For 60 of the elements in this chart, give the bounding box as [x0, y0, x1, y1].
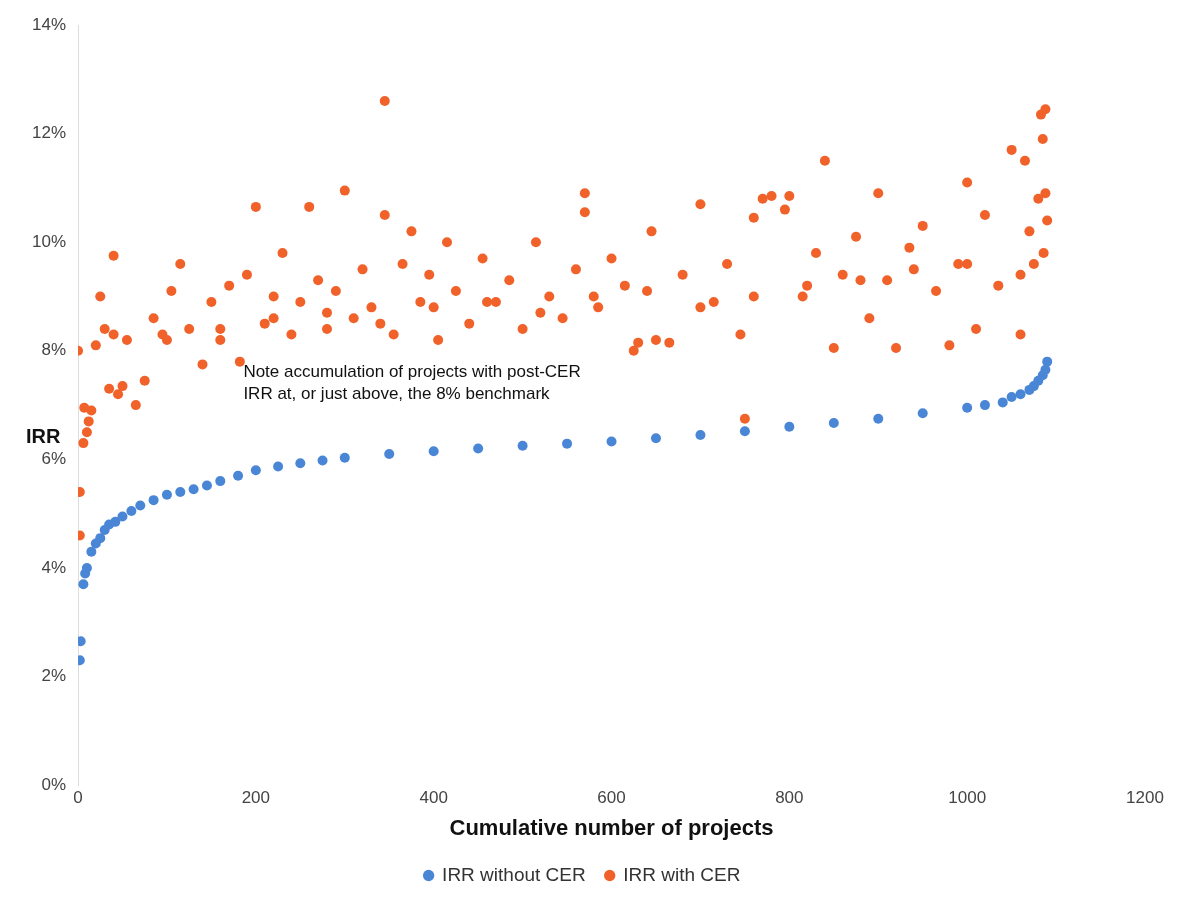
point [161, 489, 172, 500]
point [917, 408, 928, 419]
point [273, 461, 284, 472]
x-tick-label: 800 [775, 788, 804, 808]
x-tick-label: 200 [241, 788, 271, 808]
point [650, 433, 661, 444]
point [317, 455, 328, 466]
point [517, 440, 528, 451]
point [95, 533, 106, 544]
point [117, 511, 128, 522]
point [828, 418, 839, 429]
y-tick-label: 8% [41, 340, 67, 360]
point [695, 429, 706, 440]
point [473, 443, 484, 454]
y-tick-label: 6% [41, 449, 67, 469]
point [295, 458, 306, 469]
x-tick-label: 400 [419, 788, 448, 808]
x-tick-label: 600 [597, 788, 626, 808]
y-tick-label: 0% [41, 774, 67, 794]
point [135, 500, 146, 511]
point [384, 448, 395, 459]
point [962, 402, 973, 413]
point [126, 505, 137, 516]
point [1042, 356, 1053, 367]
legend-label: IRR with CER [623, 863, 741, 885]
point [148, 495, 159, 506]
point [606, 436, 617, 447]
y-axis-title: IRR [26, 424, 61, 447]
y-tick-label: 10% [31, 231, 67, 251]
point [175, 486, 186, 497]
point [86, 546, 97, 557]
point [201, 480, 212, 491]
annotation: Note accumulation of projects with post-CER IRR at, or just above, the 8% benchmark [243, 361, 582, 405]
point [979, 400, 990, 411]
point [1015, 389, 1026, 400]
point [81, 563, 92, 573]
point [739, 426, 750, 437]
y-tick-label: 12% [31, 123, 67, 143]
x-axis-title: Cumulative number of projects [449, 814, 774, 840]
point [784, 421, 795, 432]
y-tick-label: 14% [31, 14, 67, 34]
point [1006, 391, 1017, 402]
point [233, 470, 244, 481]
point [1040, 364, 1051, 375]
point [78, 579, 89, 590]
legend-label: IRR without CER [442, 863, 586, 885]
point [110, 516, 121, 527]
point [188, 484, 199, 495]
x-tick-label: 0 [73, 788, 83, 808]
point [873, 413, 884, 424]
x-tick-label: 1200 [1126, 788, 1164, 808]
point [250, 465, 261, 476]
point [997, 397, 1008, 408]
point [339, 452, 350, 463]
y-tick-label: 2% [41, 666, 67, 686]
x-tick-label: 1000 [948, 788, 987, 808]
point [562, 438, 573, 449]
point [428, 446, 439, 457]
y-tick-label: 4% [41, 557, 67, 577]
point [215, 476, 226, 487]
